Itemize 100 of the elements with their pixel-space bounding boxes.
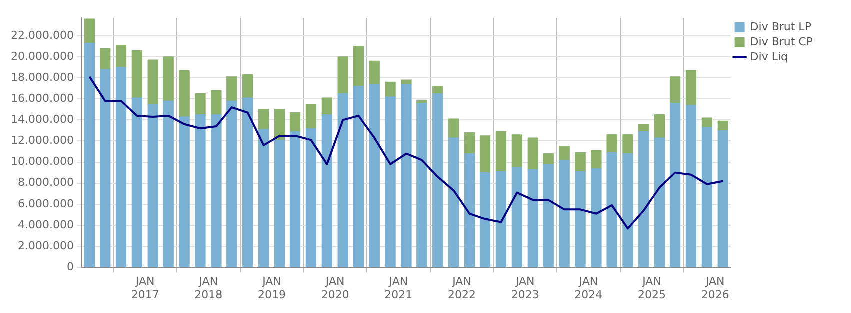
- y-tick-label: 18.000.000: [10, 70, 74, 84]
- bar: [432, 94, 444, 268]
- bar: [464, 132, 476, 154]
- bar: [195, 94, 206, 116]
- bar: [606, 134, 618, 154]
- bar: [543, 164, 554, 268]
- bar: [575, 171, 586, 268]
- bar: [211, 114, 222, 268]
- bar: [84, 18, 96, 44]
- bar: [448, 138, 460, 268]
- bar: [622, 134, 634, 154]
- y-tick-label: 16.000.000: [10, 92, 74, 105]
- bar: [306, 128, 317, 268]
- bar: [258, 109, 270, 130]
- x-tick-label: JAN 2023: [511, 275, 540, 302]
- bar: [179, 116, 190, 268]
- bar: [654, 114, 666, 138]
- bar: [702, 118, 713, 128]
- bar: [654, 138, 666, 268]
- bar: [638, 131, 650, 268]
- y-tick-label: 20.000.000: [10, 50, 74, 63]
- bar: [686, 105, 697, 268]
- bar: [622, 154, 634, 268]
- bar: [528, 138, 538, 170]
- bar: [496, 171, 507, 268]
- x-tick-label: JAN 2025: [638, 275, 666, 302]
- bar: [638, 124, 650, 132]
- y-tick-label: 2.000.000: [18, 239, 74, 252]
- bar: [322, 114, 333, 268]
- bar: [226, 76, 238, 102]
- x-tick-label: JAN 2021: [384, 275, 413, 302]
- bar: [226, 100, 238, 268]
- bar: [512, 134, 523, 168]
- bar: [148, 60, 158, 105]
- bar: [338, 56, 348, 94]
- bar: [432, 86, 444, 94]
- y-tick-label: 12.000.000: [10, 134, 74, 148]
- x-tick-label: JAN 2024: [574, 275, 603, 302]
- x-tick-label: JAN 2019: [258, 275, 286, 302]
- x-tick-label: JAN 2026: [701, 275, 730, 302]
- y-tick-label: 14.000.000: [10, 113, 74, 126]
- bar: [84, 42, 96, 268]
- bar: [401, 84, 412, 268]
- bar: [242, 74, 254, 98]
- bar: [274, 140, 286, 268]
- bar: [353, 86, 364, 268]
- bar: [338, 94, 348, 268]
- bar: [258, 129, 270, 268]
- bar: [686, 70, 697, 106]
- bar: [148, 104, 158, 268]
- bar: [480, 136, 491, 174]
- bar: [132, 50, 143, 98]
- y-tick-label: 22.000.000: [10, 28, 74, 42]
- bar: [512, 167, 523, 268]
- bar: [274, 109, 286, 140]
- bar: [718, 130, 728, 268]
- bar: [528, 169, 538, 268]
- bar: [116, 45, 127, 68]
- bar: [242, 98, 254, 268]
- bar: [163, 100, 174, 268]
- bar: [163, 56, 174, 102]
- bar: [575, 152, 586, 172]
- bar: [211, 90, 222, 116]
- bar: [606, 152, 618, 268]
- bar: [416, 102, 428, 268]
- bar: [306, 104, 317, 129]
- y-tick-label: 4.000.000: [18, 218, 74, 232]
- bar: [369, 84, 380, 268]
- bar: [670, 76, 681, 104]
- y-tick-label: 0: [66, 260, 74, 274]
- legend-label: Div Brut CP: [750, 35, 814, 48]
- bar: [559, 160, 570, 268]
- bar: [132, 98, 143, 268]
- bar: [385, 82, 396, 98]
- bar: [195, 114, 206, 268]
- bar: [179, 70, 190, 118]
- bar: [591, 150, 602, 169]
- bar: [543, 154, 554, 165]
- x-tick-label: JAN 2022: [448, 275, 476, 302]
- y-tick-label: 6.000.000: [18, 197, 74, 210]
- bar: [100, 69, 111, 268]
- bar: [369, 60, 380, 85]
- x-tick-label: JAN 2017: [131, 275, 160, 302]
- bar: [100, 48, 111, 70]
- y-tick-label: 8.000.000: [18, 176, 74, 190]
- bar: [702, 127, 713, 268]
- bar: [385, 96, 396, 268]
- x-tick-label: JAN 2020: [321, 275, 350, 302]
- legend-label: Div Brut LP: [750, 20, 812, 34]
- bar: [116, 67, 127, 268]
- bar: [464, 154, 476, 268]
- bar: [718, 120, 728, 132]
- bar: [322, 98, 333, 116]
- bar: [448, 118, 460, 138]
- x-tick-label: JAN 2018: [194, 275, 223, 302]
- legend-label: Div Liq: [750, 50, 788, 64]
- bar: [290, 112, 301, 132]
- bar: [670, 102, 681, 268]
- bar: [559, 146, 570, 161]
- bar: [496, 131, 507, 172]
